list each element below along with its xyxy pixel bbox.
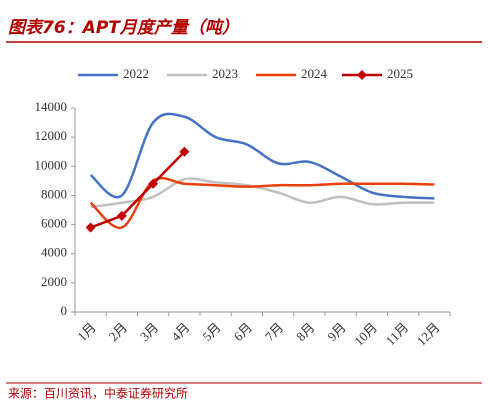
- x-tick-label: 12月: [414, 320, 443, 349]
- source: 来源：百川资讯，中泰证券研究所: [8, 386, 188, 401]
- y-tick-label: 12000: [35, 128, 68, 143]
- x-tick-label: 10月: [351, 320, 380, 349]
- y-tick-label: 0: [61, 303, 68, 318]
- chart-title: 图表76：APT月度产量（吨）: [8, 18, 239, 38]
- x-tick-label: 3月: [137, 320, 161, 344]
- point-marker: [179, 146, 190, 157]
- point-marker: [148, 178, 159, 189]
- x-tick-label: 2月: [106, 320, 130, 344]
- x-tick-label: 8月: [293, 320, 317, 344]
- x-tick-label: 7月: [262, 320, 286, 344]
- x-tick-label: 11月: [383, 320, 412, 349]
- x-tick-label: 6月: [231, 320, 255, 344]
- y-tick-label: 10000: [35, 157, 68, 172]
- legend-label: 2023: [212, 66, 238, 81]
- series-line: [90, 177, 435, 209]
- y-tick-label: 2000: [41, 274, 67, 289]
- legend-label: 2025: [387, 66, 413, 81]
- legend-label: 2024: [301, 66, 328, 81]
- y-tick-label: 4000: [41, 245, 67, 260]
- y-tick-label: 14000: [35, 99, 68, 114]
- y-tick-label: 6000: [41, 216, 67, 231]
- x-tick-label: 1月: [74, 320, 98, 344]
- x-tick-label: 9月: [324, 320, 348, 344]
- point-marker: [116, 210, 127, 221]
- point-marker: [85, 222, 96, 233]
- legend-label: 2022: [123, 66, 149, 81]
- x-tick-label: 5月: [199, 320, 223, 344]
- series-line: [90, 150, 186, 229]
- y-tick-label: 8000: [41, 186, 67, 201]
- legend-marker: [357, 70, 367, 80]
- series-line: [89, 112, 435, 200]
- x-tick-label: 4月: [168, 320, 192, 344]
